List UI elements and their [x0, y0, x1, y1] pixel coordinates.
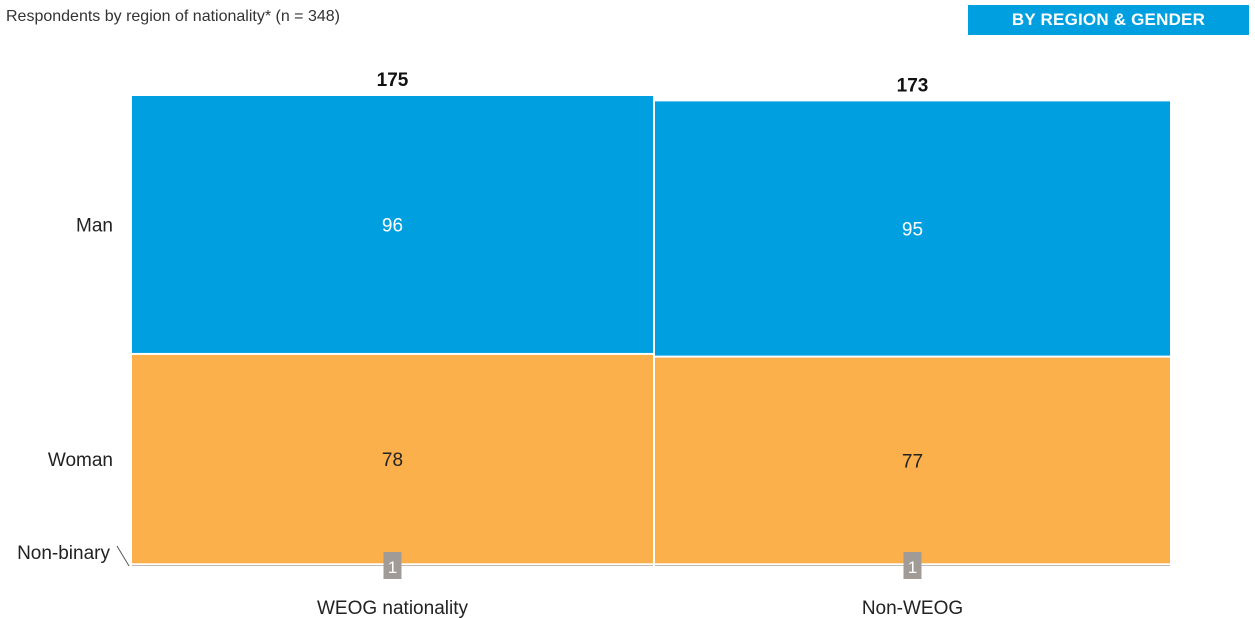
segment-woman-0	[132, 354, 653, 564]
value-label-man-1: 95	[902, 220, 923, 241]
total-label-1: 173	[897, 75, 929, 96]
category-label-1: Non-WEOG	[862, 598, 963, 618]
value-label-woman-1: 77	[902, 451, 923, 472]
value-box-non-binary-1	[903, 552, 922, 579]
segment-woman-1	[654, 357, 1170, 564]
series-label-non-binary: Non-binary	[17, 543, 110, 564]
segment-man-0	[132, 96, 653, 353]
non-binary-leader-line	[116, 545, 130, 567]
category-label-0: WEOG nationality	[317, 598, 468, 618]
value-label-non-binary-1: 1	[908, 558, 917, 577]
value-label-man-0: 96	[382, 215, 403, 236]
segment-man-1	[654, 101, 1170, 356]
view-badge: BY REGION & GENDER	[968, 5, 1249, 35]
value-box-non-binary-0	[383, 552, 402, 579]
series-label-man: Man	[76, 215, 113, 236]
chart-subtitle: Respondents by region of nationality* (n…	[6, 8, 340, 25]
total-label-0: 175	[377, 70, 409, 91]
series-label-woman: Woman	[48, 450, 113, 471]
value-label-non-binary-0: 1	[388, 558, 397, 577]
value-label-woman-0: 78	[382, 450, 403, 471]
